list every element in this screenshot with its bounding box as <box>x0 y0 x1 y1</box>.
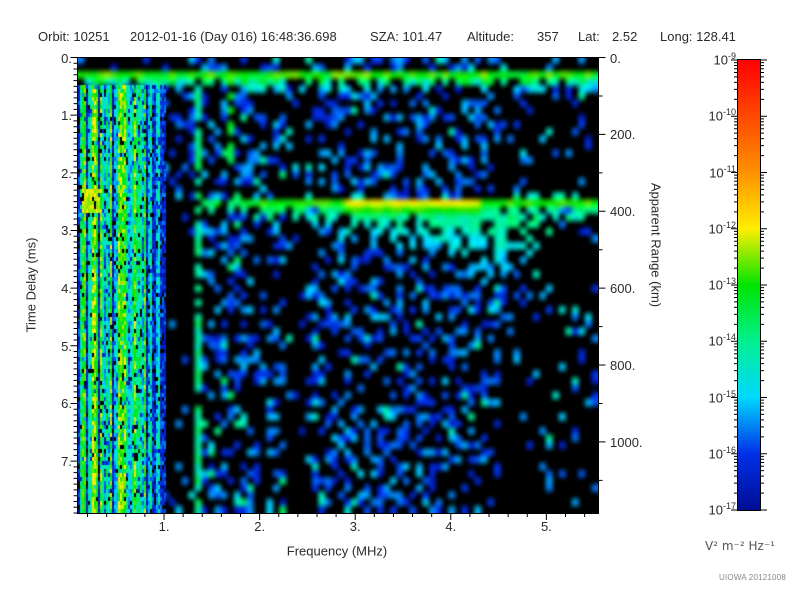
colorbar-unit-label: V² m⁻² Hz⁻¹ <box>705 539 775 553</box>
colorbar-tick-label: 10-13 <box>708 276 736 293</box>
range-tick-label: 1000. <box>610 434 643 450</box>
colorbar-tick-label: 10-11 <box>709 163 736 180</box>
left-axis-title: Time Delay (ms) <box>23 237 39 333</box>
altitude-label: Altitude: <box>467 29 514 44</box>
spectrogram-canvas <box>78 57 598 513</box>
range-tick-label: 600. <box>610 281 636 297</box>
x-tick-label: 4. <box>445 519 457 534</box>
y-tick-label: 0. <box>61 50 72 66</box>
lat-value: 2.52 <box>612 29 638 44</box>
y-tick-label: 7. <box>61 454 72 470</box>
colorbar-tick-label: 10-9 <box>713 51 736 68</box>
colorbar-tick-label: 10-10 <box>708 107 736 124</box>
range-tick-label: 0. <box>610 50 621 66</box>
altitude-value: 357 <box>537 29 559 44</box>
y-tick-label: 6. <box>61 396 72 412</box>
x-tick-label: 3. <box>349 519 361 534</box>
datetime-value: 2012-01-16 (Day 016) 16:48:36.698 <box>130 29 337 44</box>
colorbar-tick-label: 10-16 <box>708 444 736 462</box>
y-tick-label: 2. <box>61 165 72 181</box>
colorbar-tick-label: 10-17 <box>708 501 736 518</box>
y-tick-label: 3. <box>61 223 72 239</box>
y-tick-label: 5. <box>61 338 72 354</box>
lat-label: Lat: <box>578 29 600 44</box>
right-axis-title: Apparent Range (km) <box>648 182 664 308</box>
sza-value: SZA: 101.47 <box>370 29 443 44</box>
x-tick-label: 1. <box>158 519 170 534</box>
colorbar-tick-label: 10-15 <box>708 388 736 405</box>
x-axis-title: Frequency (MHz) <box>286 543 388 559</box>
y-tick-label: 4. <box>61 281 72 297</box>
credit-text: UIOWA 20121008 <box>719 573 786 582</box>
x-tick-label: 5. <box>540 519 552 534</box>
colorbar-tick-label: 10-14 <box>708 332 736 349</box>
long-value: Long: 128.41 <box>660 29 736 44</box>
range-tick-label: 800. <box>610 358 636 373</box>
colorbar-gradient <box>738 60 760 510</box>
range-tick-label: 400. <box>610 204 636 220</box>
y-tick-label: 1. <box>61 108 72 124</box>
range-tick-label: 200. <box>610 127 636 143</box>
colorbar-tick-label: 10-12 <box>708 219 736 237</box>
x-tick-label: 2. <box>254 519 266 534</box>
orbit-value: Orbit: 10251 <box>38 29 110 44</box>
